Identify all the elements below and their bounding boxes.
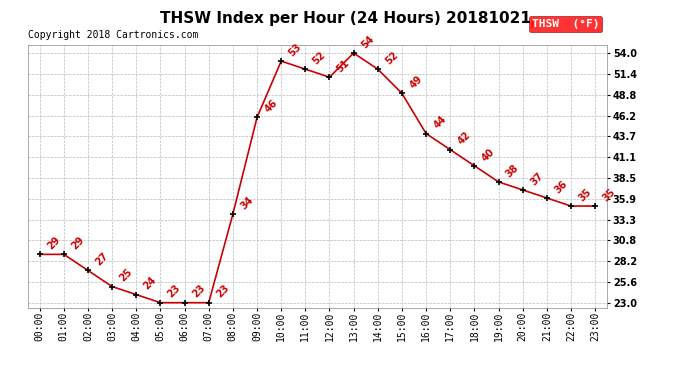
Text: 51: 51 xyxy=(335,58,352,74)
Text: 38: 38 xyxy=(504,162,521,179)
Text: 40: 40 xyxy=(480,146,497,163)
Text: 36: 36 xyxy=(553,178,569,195)
Text: 52: 52 xyxy=(311,50,328,66)
Text: 29: 29 xyxy=(46,235,62,252)
Text: 46: 46 xyxy=(263,98,279,115)
Text: 54: 54 xyxy=(359,34,376,50)
Text: 42: 42 xyxy=(456,130,473,147)
Text: 35: 35 xyxy=(577,187,593,203)
Text: 44: 44 xyxy=(432,114,448,131)
Text: 29: 29 xyxy=(70,235,86,252)
Text: 53: 53 xyxy=(287,42,304,58)
Text: 37: 37 xyxy=(529,171,545,187)
Text: 23: 23 xyxy=(166,283,183,300)
Text: 35: 35 xyxy=(601,187,618,203)
Text: 34: 34 xyxy=(239,195,255,211)
Text: 24: 24 xyxy=(142,275,159,292)
Text: 23: 23 xyxy=(215,283,231,300)
Text: 23: 23 xyxy=(190,283,207,300)
Text: 49: 49 xyxy=(408,74,424,90)
Text: 25: 25 xyxy=(118,267,135,284)
Text: 27: 27 xyxy=(94,251,110,268)
Text: Copyright 2018 Cartronics.com: Copyright 2018 Cartronics.com xyxy=(28,30,198,40)
Legend: THSW  (°F): THSW (°F) xyxy=(529,16,602,32)
Text: THSW Index per Hour (24 Hours) 20181021: THSW Index per Hour (24 Hours) 20181021 xyxy=(159,11,531,26)
Text: 52: 52 xyxy=(384,50,400,66)
